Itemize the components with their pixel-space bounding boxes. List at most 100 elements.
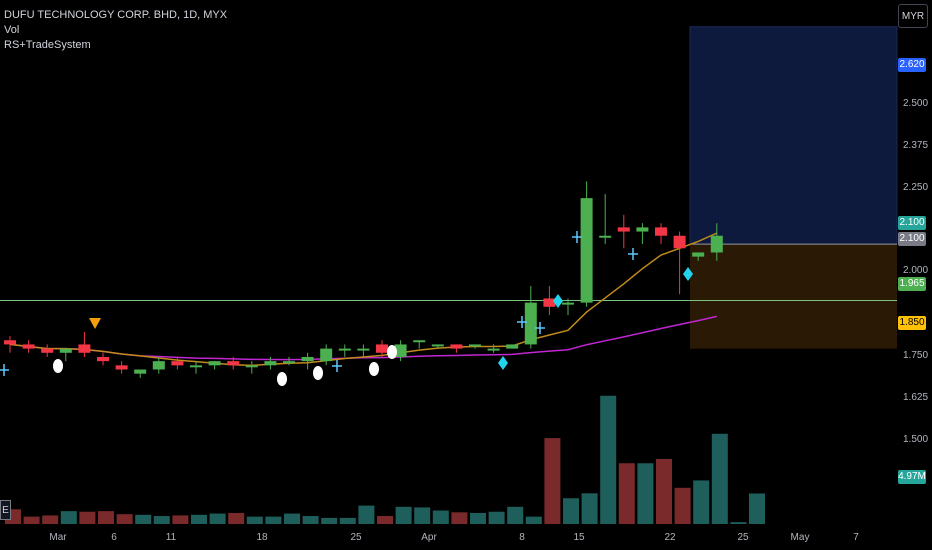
candle-body [376,344,388,353]
volume-bar [525,516,542,524]
candle-body [227,361,240,366]
stop-zone [690,244,897,349]
volume-bar [711,433,728,524]
candle-body [4,340,16,345]
sell-triangle [89,318,101,329]
chart-legend: DUFU TECHNOLOGY CORP. BHD, 1D, MYX Vol R… [4,8,227,53]
price-tick: 2.375 [903,140,929,151]
candle-body [338,348,351,351]
candle-body [245,365,258,368]
time-tick: 15 [573,532,585,543]
signal-circle [387,345,397,359]
time-tick: 18 [256,532,268,543]
volume-bars [5,395,765,524]
target-zone [689,26,898,245]
candle-body [655,227,667,236]
signal-circle [313,366,323,380]
candle-body [41,348,54,353]
volume-bar [42,515,59,524]
candle-body [97,356,109,362]
volume-badge: 4.97M [898,470,926,484]
time-tick: 25 [737,532,749,543]
candle-body [617,227,630,232]
time-tick: Mar [49,532,67,543]
candle-body [283,361,295,364]
candlesticks [4,181,723,378]
volume-bar [153,516,170,524]
time-tick: May [790,532,810,543]
volume-bar [116,514,133,524]
volume-bar [321,517,338,524]
candle-body [431,344,444,347]
candle-body [301,356,314,362]
candle-body [506,344,519,349]
time-tick: 11 [165,532,177,543]
volume-indicator-label[interactable]: Vol [4,24,20,36]
volume-bar [600,395,617,524]
candle-body [171,361,184,366]
volume-bar [246,516,263,524]
candle-body [208,361,221,366]
cross-marker [517,316,527,328]
signal-markers [0,231,693,386]
volume-bar [451,512,468,524]
candle-body [134,369,147,374]
candle-body [264,361,277,366]
volume-bar [432,510,449,524]
e-button[interactable]: E [0,500,11,520]
trade-zones [0,26,898,349]
candle-body [599,235,612,238]
signal-circle [369,362,379,376]
volume-bar [23,516,40,524]
candle-body [78,344,91,353]
symbol-title[interactable]: DUFU TECHNOLOGY CORP. BHD, 1D, MYX [4,9,228,21]
stop-price-badge: 1.850 [898,316,926,330]
time-tick: 8 [519,532,525,543]
tradesystem-indicator-label[interactable]: RS+TradeSystem [4,39,91,51]
candle-body [673,235,686,249]
volume-bar [693,480,710,524]
cross-marker [535,322,545,334]
volume-bar [302,516,319,524]
volume-bar [98,511,114,524]
volume-bar [656,458,672,524]
volume-bar [79,511,96,524]
cross-marker [572,231,582,243]
candle-body [692,252,705,257]
volume-bar [358,505,375,524]
time-tick: 22 [664,532,676,543]
volume-bar [749,493,765,524]
volume-bar [60,511,77,524]
volume-bar [191,514,207,524]
cross-marker [0,364,9,376]
time-tick: 7 [853,532,859,543]
candle-body [357,348,370,351]
volume-bar [377,516,393,524]
candle-body [22,344,35,349]
diamond-marker [683,267,693,281]
price-tick: 1.625 [903,392,929,403]
volume-bar [228,512,245,524]
candle-body [115,365,128,370]
last-price-badge: 2.100 [898,216,926,230]
support-price-badge: 1.965 [898,277,926,291]
volume-bar [488,511,505,524]
volume-bar [637,463,654,524]
time-tick: 25 [350,532,362,543]
prev-close-badge: 2.100 [898,232,926,246]
candle-body [469,344,481,347]
volume-bar [470,512,486,524]
price-tick: 2.500 [903,98,929,109]
volume-bar [209,513,226,524]
signal-circle [277,372,287,386]
currency-button[interactable]: MYR [898,4,928,28]
candle-body [59,348,72,353]
volume-bar [265,516,282,524]
time-tick: 6 [111,532,117,543]
cross-marker [332,360,342,372]
candle-body [487,348,500,351]
candle-body [394,344,407,357]
volume-bar [135,514,152,524]
candle-body [710,235,723,253]
